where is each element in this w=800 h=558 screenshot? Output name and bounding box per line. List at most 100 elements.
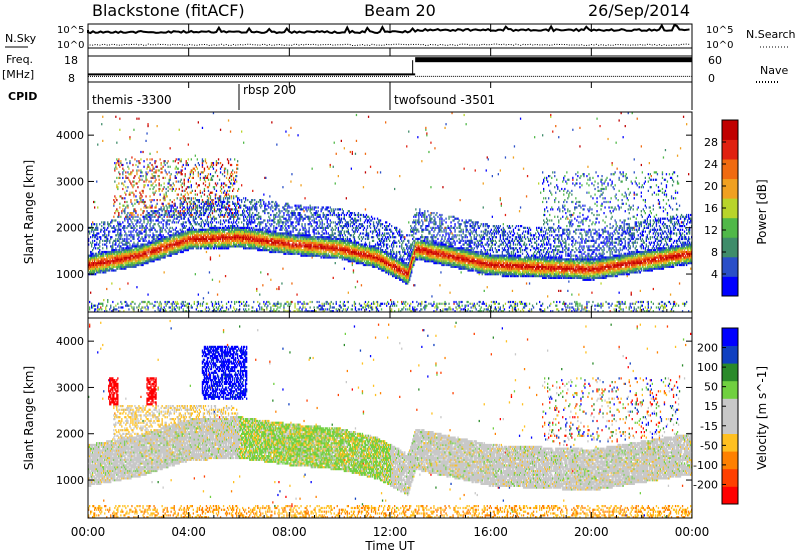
power-cell bbox=[201, 247, 202, 249]
power-cell bbox=[237, 160, 238, 162]
power-cell bbox=[114, 212, 115, 214]
power-cell bbox=[160, 308, 161, 310]
power-cell bbox=[124, 192, 125, 194]
power-cell bbox=[229, 190, 230, 192]
power-cell bbox=[280, 219, 281, 221]
power-cell bbox=[220, 171, 221, 173]
power-cell bbox=[209, 182, 210, 184]
power-cell bbox=[174, 184, 175, 186]
power-cell bbox=[208, 208, 209, 210]
power-cell bbox=[117, 186, 118, 188]
power-cell bbox=[116, 142, 117, 144]
power-cell bbox=[185, 212, 186, 214]
power-cell bbox=[97, 305, 98, 307]
power-cell bbox=[95, 308, 96, 310]
power-cell bbox=[133, 181, 134, 183]
power-cell bbox=[90, 236, 91, 238]
power-cell bbox=[191, 171, 192, 173]
power-cell bbox=[191, 184, 192, 186]
power-cell bbox=[157, 212, 158, 214]
power-cell bbox=[303, 206, 304, 208]
power-cell bbox=[185, 175, 186, 177]
power-cell bbox=[201, 221, 202, 223]
power-cell bbox=[172, 221, 173, 223]
power-cell bbox=[140, 214, 141, 216]
power-cell bbox=[203, 182, 204, 184]
power-cell bbox=[268, 212, 269, 214]
power-cell bbox=[243, 197, 244, 199]
power-cell bbox=[145, 232, 146, 234]
power-cell bbox=[127, 282, 128, 284]
power-cell bbox=[126, 162, 127, 164]
power-cell bbox=[311, 212, 312, 214]
power-cell bbox=[143, 160, 144, 162]
power-cell bbox=[137, 221, 138, 223]
power-cell bbox=[254, 199, 255, 201]
power-cell bbox=[230, 131, 231, 133]
power-cell bbox=[258, 218, 259, 220]
power-cell bbox=[160, 188, 161, 190]
power-cell bbox=[113, 306, 114, 308]
power-cell bbox=[104, 229, 105, 231]
power-cell bbox=[120, 160, 121, 162]
power-cell bbox=[153, 227, 154, 229]
power-cell bbox=[153, 236, 154, 238]
power-cell bbox=[153, 186, 154, 188]
power-cell bbox=[185, 231, 186, 233]
power-cell bbox=[299, 229, 300, 231]
power-cell bbox=[137, 186, 138, 188]
power-cell bbox=[115, 116, 116, 118]
power-cell bbox=[93, 253, 94, 255]
freq-tick-low: 8 bbox=[68, 72, 75, 85]
power-cell bbox=[114, 181, 115, 183]
power-cell bbox=[199, 201, 200, 203]
power-cell bbox=[259, 294, 260, 296]
power-cell bbox=[312, 208, 313, 210]
power-cell bbox=[220, 221, 221, 223]
power-cell bbox=[251, 208, 252, 210]
power-cell bbox=[254, 221, 255, 223]
power-cell bbox=[144, 201, 145, 203]
power-cell bbox=[110, 305, 111, 307]
power-cell bbox=[208, 186, 209, 188]
power-cell bbox=[125, 186, 126, 188]
power-cell bbox=[303, 210, 304, 212]
power-cell bbox=[147, 251, 148, 253]
power-cell bbox=[220, 227, 221, 229]
power-cell bbox=[300, 205, 301, 207]
power-cell bbox=[172, 190, 173, 192]
power-cell bbox=[124, 212, 125, 214]
power-cell bbox=[102, 240, 103, 242]
power-cell bbox=[311, 244, 312, 246]
power-cell bbox=[120, 162, 121, 164]
power-cell bbox=[179, 219, 180, 221]
cpid-label: CPID bbox=[8, 90, 37, 103]
power-cell bbox=[170, 175, 171, 177]
power-cell bbox=[236, 195, 237, 197]
power-cell bbox=[138, 118, 139, 120]
power-cell bbox=[214, 216, 215, 218]
power-cell bbox=[164, 182, 165, 184]
power-cell bbox=[219, 281, 220, 283]
power-cell bbox=[181, 197, 182, 199]
power-cell bbox=[162, 229, 163, 231]
power-cell bbox=[270, 214, 271, 216]
power-cell bbox=[92, 240, 93, 242]
power-cell bbox=[115, 229, 116, 231]
power-cell bbox=[120, 225, 121, 227]
power-cell bbox=[266, 308, 267, 310]
power-cell bbox=[167, 214, 168, 216]
power-cell bbox=[183, 231, 184, 233]
power-cell bbox=[94, 206, 95, 208]
power-cell bbox=[110, 262, 111, 264]
power-cell bbox=[125, 194, 126, 196]
power-cell bbox=[294, 303, 295, 305]
power-cell bbox=[310, 234, 311, 236]
power-cell bbox=[259, 306, 260, 308]
power-cell bbox=[118, 158, 119, 160]
power-cell bbox=[237, 190, 238, 192]
power-cell bbox=[252, 199, 253, 201]
power-cell bbox=[124, 197, 125, 199]
power-cell bbox=[173, 188, 174, 190]
power-cell bbox=[154, 162, 155, 164]
